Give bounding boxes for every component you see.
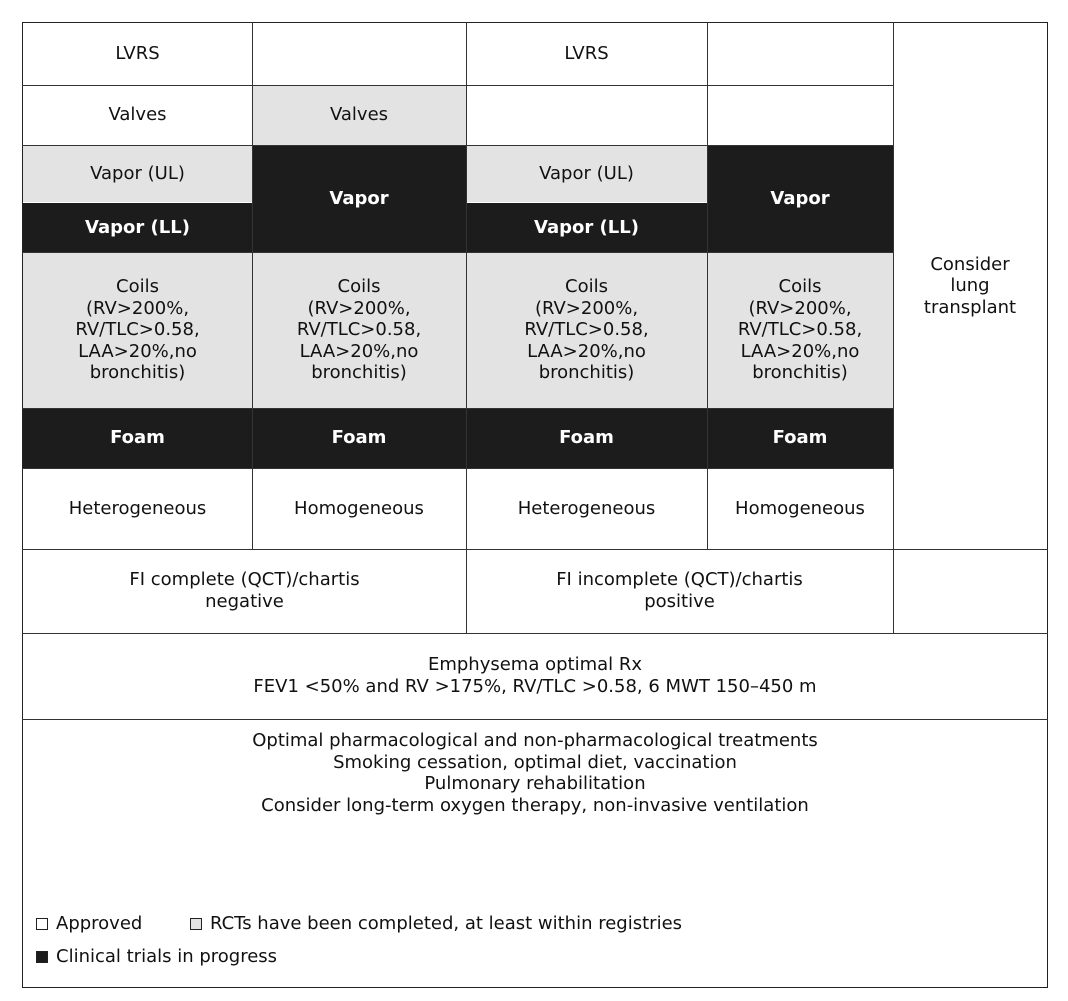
grid-line	[893, 22, 894, 633]
col4-type: Homogeneous	[707, 468, 893, 549]
col2-coils: Coils (RV>200%, RV/TLC>0.58, LAA>20%,no …	[252, 252, 466, 408]
fissure-complete: FI complete (QCT)/chartis negative	[23, 549, 466, 633]
col3-foam: Foam	[466, 408, 707, 468]
col1-valves: Valves	[23, 85, 252, 145]
grid-line	[22, 85, 893, 86]
grid-line	[22, 252, 893, 253]
col3-coils: Coils (RV>200%, RV/TLC>0.58, LAA>20%,no …	[466, 252, 707, 408]
legend-completed: RCTs have been completed, at least withi…	[190, 913, 682, 934]
legend-approved: Approved	[36, 913, 142, 934]
col4-foam: Foam	[707, 408, 893, 468]
fissure-incomplete: FI incomplete (QCT)/chartis positive	[466, 549, 893, 633]
grid-line	[252, 22, 253, 549]
col3-lvrs: LVRS	[466, 23, 707, 85]
legend-in-progress-label: Clinical trials in progress	[56, 946, 278, 967]
completed-swatch	[190, 917, 202, 930]
emphysema-criteria: Emphysema optimal Rx FEV1 <50% and RV >1…	[23, 633, 1047, 719]
col3-vapor-ll: Vapor (LL)	[466, 203, 707, 252]
col4-coils: Coils (RV>200%, RV/TLC>0.58, LAA>20%,no …	[707, 252, 893, 408]
col4-empty-valves	[707, 85, 893, 145]
col3-vapor-ul: Vapor (UL)	[466, 145, 707, 202]
grid-line	[22, 468, 893, 469]
col2-vapor: Vapor	[252, 145, 466, 252]
col2-type: Homogeneous	[252, 468, 466, 549]
col1-lvrs: LVRS	[23, 23, 252, 85]
col2-foam: Foam	[252, 408, 466, 468]
col1-vapor-ll: Vapor (LL)	[23, 203, 252, 252]
grid-line	[22, 145, 893, 146]
col4-empty-top	[707, 23, 893, 85]
grid-line	[22, 719, 1048, 720]
legend-in-progress: Clinical trials in progress	[36, 946, 277, 967]
col3-type: Heterogeneous	[466, 468, 707, 549]
grid-line	[22, 549, 1048, 550]
grid-line	[707, 22, 708, 549]
approved-swatch	[36, 917, 48, 930]
col1-type: Heterogeneous	[23, 468, 252, 549]
optimal-treatments: Optimal pharmacological and non-pharmaco…	[23, 730, 1047, 840]
lung-transplant-cell: Consider lung transplant	[893, 23, 1047, 549]
col4-vapor: Vapor	[707, 145, 893, 252]
col2-empty-top	[252, 23, 466, 85]
grid-line	[22, 408, 893, 409]
legend-approved-label: Approved	[56, 913, 143, 934]
treatment-diagram	[22, 22, 1048, 988]
col2-valves: Valves	[252, 85, 466, 145]
grid-line	[22, 633, 1048, 634]
col1-coils: Coils (RV>200%, RV/TLC>0.58, LAA>20%,no …	[23, 252, 252, 408]
fissure-empty	[893, 549, 1047, 633]
grid-line	[466, 22, 467, 633]
col3-empty-valves	[466, 85, 707, 145]
legend-completed-label: RCTs have been completed, at least withi…	[210, 913, 683, 934]
col1-foam: Foam	[23, 408, 252, 468]
col1-vapor-ul: Vapor (UL)	[23, 145, 252, 202]
in-progress-swatch	[36, 950, 48, 963]
